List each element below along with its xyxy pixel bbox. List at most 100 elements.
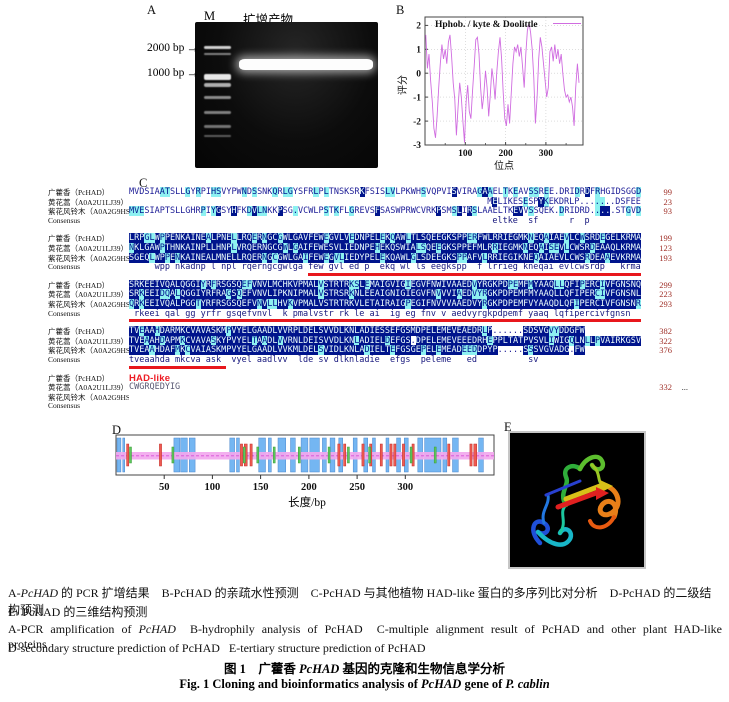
gel-image [195, 22, 378, 168]
alignment-sequence-row: 紫花风铃木（A0A2G9HSW8）MVESIAPTSLLGHRPIYGSYHFK… [48, 206, 690, 217]
ribbon-blue2 [541, 493, 550, 525]
sequence-text [129, 392, 642, 402]
secondary-structure-map: 50 100 150 200 250 300 [112, 432, 502, 496]
alignment-sequence-row: 紫花风铃木（A0A2G9HSW8）SGEQLWPPENKAINEALMNELLR… [48, 252, 690, 263]
alignment-sequence-row: 黄花蒿（A0A2U1LJ39） NKLGAWPTHNKAINPLLHNPLVRQE… [48, 242, 690, 253]
sequence-text: SRKEEIDQALQGGIYRFRAGSQEFVNVLIPKNIPMALVST… [129, 289, 641, 300]
residue-number: 123 [659, 242, 672, 253]
ribbon-orange2 [588, 515, 616, 530]
sequence-label: 紫花风铃木（A0A2G9HSW8） [48, 253, 129, 263]
figure-title-en: Fig. 1 Cloning and bioinformatics analys… [179, 677, 550, 691]
gel-marker-band [204, 74, 231, 80]
consensus-text: wpp nkadnp l npl rqerngcgwlga few gvl ed… [129, 262, 641, 273]
ribbon-green [560, 464, 583, 508]
alignment-sequence-row: 广藿香（PcHAD） LRPGLWPPENKAINEALPNELLRQERNGCG… [48, 233, 690, 244]
sequence-text: NKLGAWPTHNKAINPLLHNPLVRQERNGCGWLGAIFEWES… [129, 242, 641, 253]
structure-map-xlabel: 长度/bp [288, 497, 326, 509]
sequence-text: CWGRQEDYIG [129, 382, 181, 393]
sequence-label: 紫花风铃木（A0A2G9HSW8） [48, 346, 129, 355]
alignment-sequence-row: 紫花风铃木（A0A2G9HSW8）TVEAAHDAFMKCVAIASKMPVYE… [48, 345, 690, 356]
hydropathy-plot-svg: 2 1 0 -1 -2 -3 100 200 300 Hphob. / kyte & Doolit… [397, 16, 584, 172]
alignment-consensus-row: Consensus [48, 401, 690, 411]
ribbon-cyan [535, 527, 574, 547]
size-marker-2000bp: 2000 bp → [147, 41, 199, 54]
secondary-structure-svg: 50 100 150 200 250 300 [115, 434, 495, 493]
alignment-block: 广藿香（PcHAD） HAD-like 黄花蒿（A0A2U1LJ39） CWGRQED… [48, 373, 690, 411]
gel-marker-lane-label: M [204, 9, 216, 23]
svg-text:150: 150 [253, 482, 269, 493]
alignment-consensus-row: Consensus wpp nkadnp l npl rqerngcgwlga … [48, 262, 690, 272]
conserved-domain-underline [129, 365, 227, 369]
alignment-sequence-row: 黄花蒿（A0A2U1LJ39） MELIKESESPYKEKDRLP......… [48, 196, 690, 207]
alignment-sequence-row: 紫花风铃木（A0A2G9HSW8）QRKEEIVQALPGGTYRFRSGSQE… [48, 298, 690, 309]
alignment-sequence-row: 广藿香（PcHAD） HAD-like [48, 373, 690, 384]
sequence-label: 广藿香（PcHAD） [48, 327, 110, 336]
sequence-label: 紫花风铃木（A0A2G9HSW8） [48, 392, 129, 402]
caption-en-line1: A-PCR amplification of PcHAD B-hydrophil… [8, 622, 727, 651]
sequence-label: 黄花蒿（A0A2U1LJ39） [48, 290, 128, 299]
panel-a-letter: A [147, 3, 157, 17]
svg-text:-1: -1 [413, 93, 421, 103]
svg-text:100: 100 [458, 149, 473, 159]
sequence-text: TVEAAHDAFMKCVAIASKMPVYELGAADLVVKMLDELSVI… [129, 345, 585, 356]
svg-text:-2: -2 [413, 117, 421, 127]
sequence-label: Consensus [48, 215, 81, 225]
residue-number: 223 [659, 289, 672, 300]
alignment-sequence-row: 黄花蒿（A0A2U1LJ39） SRKEEIDQALQGGIYRFRAGSQEFV… [48, 289, 690, 300]
arrowhead-red [596, 487, 609, 500]
residue-number: 93 [663, 206, 673, 217]
sequence-text: TVEAAHDARMKCVAVASKMPVYELGAADLVVRPLDELSVV… [129, 326, 585, 337]
size-marker-text: 1000 bp [147, 66, 185, 79]
arrow-right-icon: → [186, 40, 200, 55]
size-marker-1000bp: 1000 bp → [147, 66, 199, 79]
protein-ribbon-svg [531, 454, 621, 547]
alignment-sequence-row: 黄花蒿（A0A2U1LJ39） CWGRQEDYIG 332... [48, 382, 690, 392]
svg-text:200: 200 [498, 149, 512, 159]
alignment-block: 广藿香（PcHAD） MVDSIAATSLLGYRPIHSVYPWNDSSNKQR… [48, 187, 690, 226]
gel-product-band [239, 59, 373, 70]
residue-number [642, 392, 672, 402]
svg-text:2: 2 [416, 22, 421, 32]
svg-text:50: 50 [159, 482, 170, 493]
alignment-consensus-row: Consensus eltke sf r p [48, 216, 690, 226]
residue-number [642, 373, 672, 383]
strand-yellow [563, 483, 603, 502]
sequence-text: HAD-like [129, 373, 642, 384]
sequence-label: 黄花蒿（A0A2U1LJ39） [48, 243, 128, 253]
residue-number: 23 [663, 196, 673, 207]
sequence-text: MVESIAPTSLLGHRPIYGSYHFKDVLNKKPSG.VCWLPST… [129, 206, 642, 217]
residue-number: 332 [659, 382, 672, 393]
panel-d-letter: D [112, 423, 122, 437]
svg-text:200: 200 [301, 482, 317, 493]
consensus-text [129, 401, 642, 411]
sequence-label: 黄花蒿（A0A2U1LJ39） [48, 383, 128, 392]
sequence-text: SRKEEIVQALQGGIYRFRSGSQEFVNVLMCHKVPMALVST… [129, 279, 641, 290]
alignment-sequence-row: 广藿香（PcHAD） TVEAAHDARMKCVAVASKMPVYELGAADLV… [48, 326, 690, 337]
alignment-sequence-row: 广藿香（PcHAD） MVDSIAATSLLGYRPIHSVYPWNDSSNKQR… [48, 187, 690, 197]
strand-red [555, 490, 599, 510]
ribbon-orange [597, 482, 621, 520]
figure-title-cn: 图 1 广藿香 PcHAD 基因的克隆和生物信息学分析 [224, 662, 505, 676]
conserved-domain-underline [129, 319, 641, 323]
svg-text:位点: 位点 [494, 159, 514, 171]
residue-number: 382 [659, 326, 672, 337]
alignment-sequence-row: 广藿香（PcHAD） SRKEEIVQALQGGIYRFRSGSQEFVNVLMC… [48, 279, 690, 290]
svg-text:1: 1 [416, 46, 421, 56]
sequence-label: Consensus [48, 354, 81, 364]
svg-text:-3: -3 [413, 141, 421, 151]
residue-number: 293 [659, 298, 672, 309]
residue-number: 299 [659, 279, 672, 290]
sequence-label: 广藿香（PcHAD） [48, 188, 110, 197]
consensus-text: eltke sf r p [129, 215, 590, 226]
sequence-label: 紫花风铃木（A0A2G9HSW8） [48, 299, 129, 309]
arrowhead-yellow [600, 480, 613, 493]
svg-text:300: 300 [539, 149, 554, 159]
alignment-sequence-row: 紫花风铃木（A0A2G9HSW8） [48, 392, 690, 402]
consensus-text: tveaahda mkcva ask vyel aadlvv lde sv dl… [129, 354, 539, 365]
conserved-domain-underline [308, 272, 641, 276]
alignment-block: 广藿香（PcHAD） TVEAAHDARMKCVAVASKMPVYELGAADLV… [48, 326, 690, 369]
gel-marker-band [204, 125, 231, 128]
consensus-text: rkeei qal gg yrfr gsqefvnvl k pmalvstr r… [129, 308, 631, 319]
sequence-label: Consensus [48, 262, 81, 272]
